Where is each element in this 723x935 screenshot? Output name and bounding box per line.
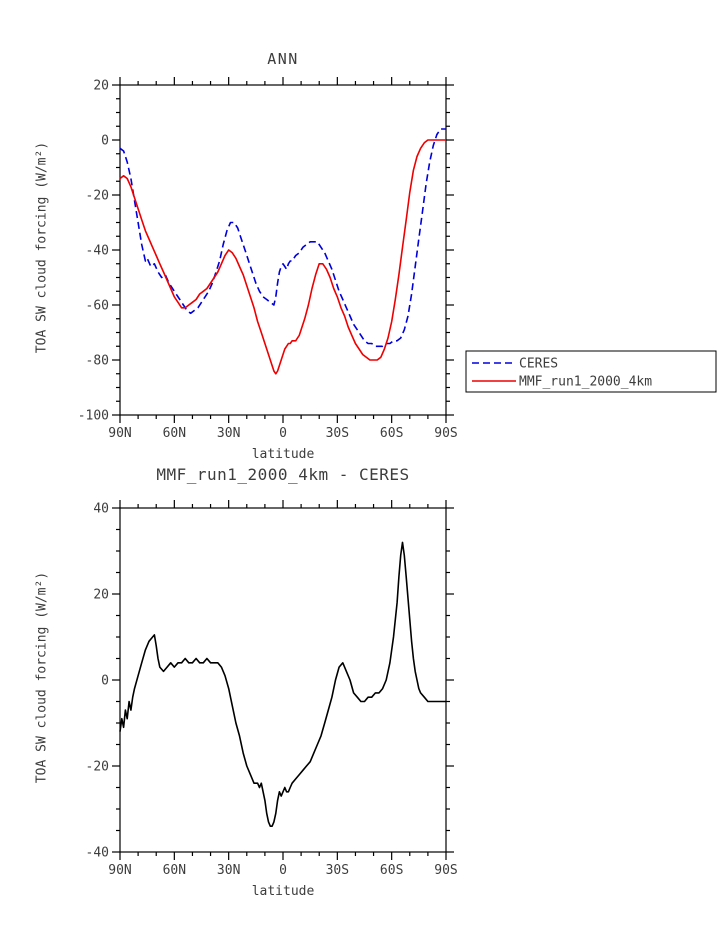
y-tick-label: -100: [78, 409, 109, 424]
top-chart-x-axis-label: latitude: [251, 447, 315, 462]
y-tick-label: 0: [101, 674, 109, 689]
series-line-MMF_run1_2000_4km - CERES: [119, 541, 446, 828]
y-tick-labels: 20 0 -20 -40 -60 -80 -100: [78, 79, 109, 424]
legend-border: [465, 350, 717, 393]
y-tick-label: 40: [93, 502, 109, 517]
legend-box: CERES MMF_run1_2000_4km: [465, 350, 717, 393]
y-tick-label: -60: [86, 299, 109, 314]
x-tick-label: 90S: [434, 863, 457, 878]
top-chart-y-axis-label: TOA SW cloud forcing (W/m²): [34, 141, 50, 354]
chart-0: 90N 60N 30N 0 30S 60S 90S 20 0 -20 -40 -60 -80 -100 CE…: [78, 77, 717, 441]
x-tick-label: 60S: [380, 863, 403, 878]
x-tick-label: 60S: [380, 426, 403, 441]
plot-frame: [119, 84, 447, 416]
bottom-chart-y-axis-label: TOA SW cloud forcing (W/m²): [34, 571, 50, 784]
axis-ticks: [112, 500, 454, 860]
x-tick-label: 30S: [326, 863, 349, 878]
x-tick-label: 90N: [108, 426, 131, 441]
x-tick-label: 60N: [163, 863, 186, 878]
y-tick-label: 20: [93, 79, 109, 94]
x-tick-label: 0: [279, 426, 287, 441]
y-tick-label: -40: [86, 244, 109, 259]
legend-entry-label: CERES: [519, 357, 558, 372]
y-tick-label: -40: [86, 846, 109, 861]
bottom-chart-x-axis-label: latitude: [251, 884, 315, 899]
x-tick-label: 60N: [163, 426, 186, 441]
bottom-chart-title: MMF_run1_2000_4km - CERES: [156, 465, 410, 484]
x-tick-labels: 90N 60N 30N 0 30S 60S 90S: [108, 426, 457, 441]
x-tick-label: 30N: [217, 863, 240, 878]
x-tick-label: 90S: [434, 426, 457, 441]
y-tick-label: -20: [86, 760, 109, 775]
axis-ticks: [112, 77, 454, 423]
legend-entry-label: MMF_run1_2000_4km: [519, 375, 652, 390]
y-tick-label: 0: [101, 134, 109, 149]
x-tick-label: 90N: [108, 863, 131, 878]
plot-frame: [119, 507, 447, 853]
x-tick-label: 30N: [217, 426, 240, 441]
series-line-CERES: [119, 128, 446, 348]
x-tick-label: 30S: [326, 426, 349, 441]
top-chart-title: ANN: [267, 50, 299, 68]
series-line-MMF_run1_2000_4km: [119, 139, 446, 375]
x-tick-label: 0: [279, 863, 287, 878]
y-tick-labels: 40 20 0 -20 -40: [86, 502, 109, 861]
y-tick-label: 20: [93, 588, 109, 603]
chart-1: 90N 60N 30N 0 30S 60S 90S 40 20 0 -20 -40: [86, 500, 458, 878]
x-tick-labels: 90N 60N 30N 0 30S 60S 90S: [108, 863, 457, 878]
y-tick-label: -80: [86, 354, 109, 369]
y-tick-label: -20: [86, 189, 109, 204]
